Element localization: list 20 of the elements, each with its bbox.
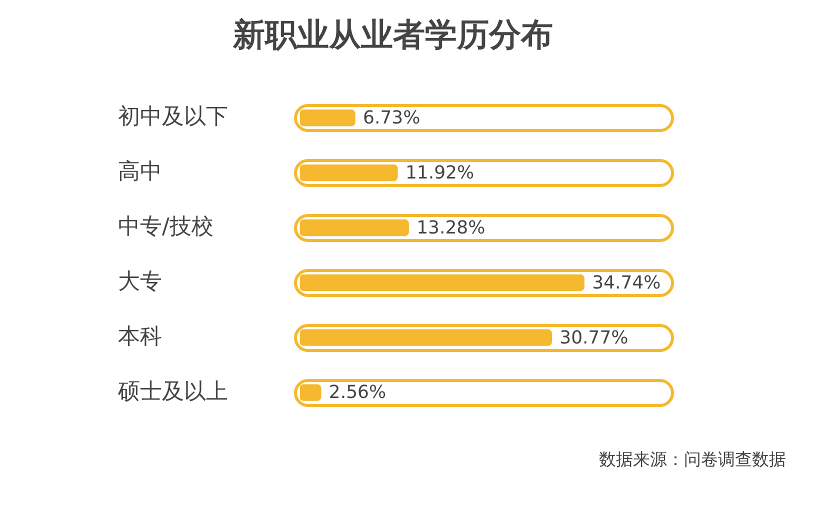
- y-tick-label: 中专/技校: [118, 214, 214, 240]
- data-label: 30.77%: [560, 327, 628, 348]
- bar: [300, 219, 409, 236]
- bar: [300, 110, 356, 126]
- y-tick-label: 硕士及以上: [117, 379, 228, 404]
- source-note: 数据来源：问卷调查数据: [599, 449, 786, 471]
- bar: [300, 384, 322, 401]
- y-tick-label: 高中: [118, 160, 162, 185]
- data-label: 2.56%: [328, 382, 386, 404]
- bar: [300, 329, 552, 346]
- data-label: 11.92%: [405, 162, 474, 184]
- data-label: 34.74%: [592, 272, 661, 294]
- data-label: 13.28%: [416, 217, 486, 238]
- y-tick-label: 本科: [118, 324, 162, 350]
- bar: [300, 164, 398, 182]
- bar: [300, 274, 584, 291]
- data-label: 6.73%: [363, 108, 420, 129]
- chart-title: 新职业从业者学历分布: [232, 16, 553, 54]
- y-tick-label: 大专: [118, 269, 162, 294]
- y-tick-label: 初中及以下: [118, 104, 228, 130]
